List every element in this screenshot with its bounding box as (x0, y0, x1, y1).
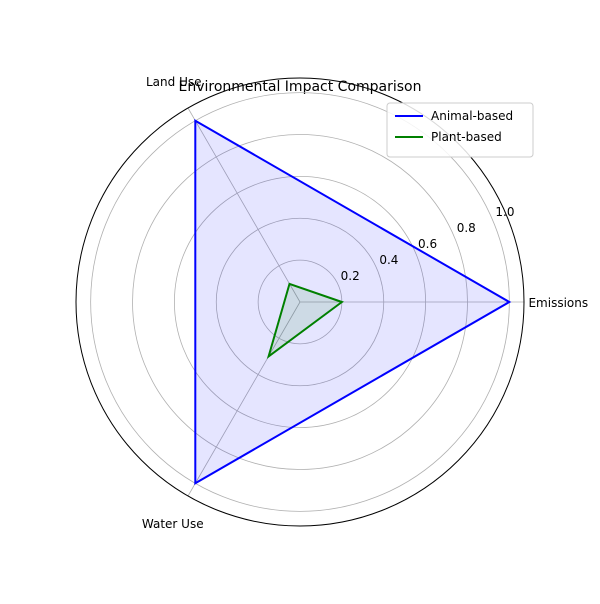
r-tick-label-4: 1.0 (495, 205, 514, 219)
r-tick-label-3: 0.8 (457, 221, 476, 235)
category-label-2: Water Use (142, 517, 204, 531)
category-label-0: Emissions (528, 296, 588, 310)
legend: Animal-based Plant-based (387, 103, 533, 157)
category-label-1: Land Use (146, 75, 202, 89)
r-tick-label-1: 0.4 (379, 253, 398, 267)
legend-label-1: Plant-based (431, 130, 502, 144)
legend-label-0: Animal-based (431, 109, 513, 123)
r-tick-label-2: 0.6 (418, 237, 437, 251)
r-tick-label-0: 0.2 (341, 269, 360, 283)
